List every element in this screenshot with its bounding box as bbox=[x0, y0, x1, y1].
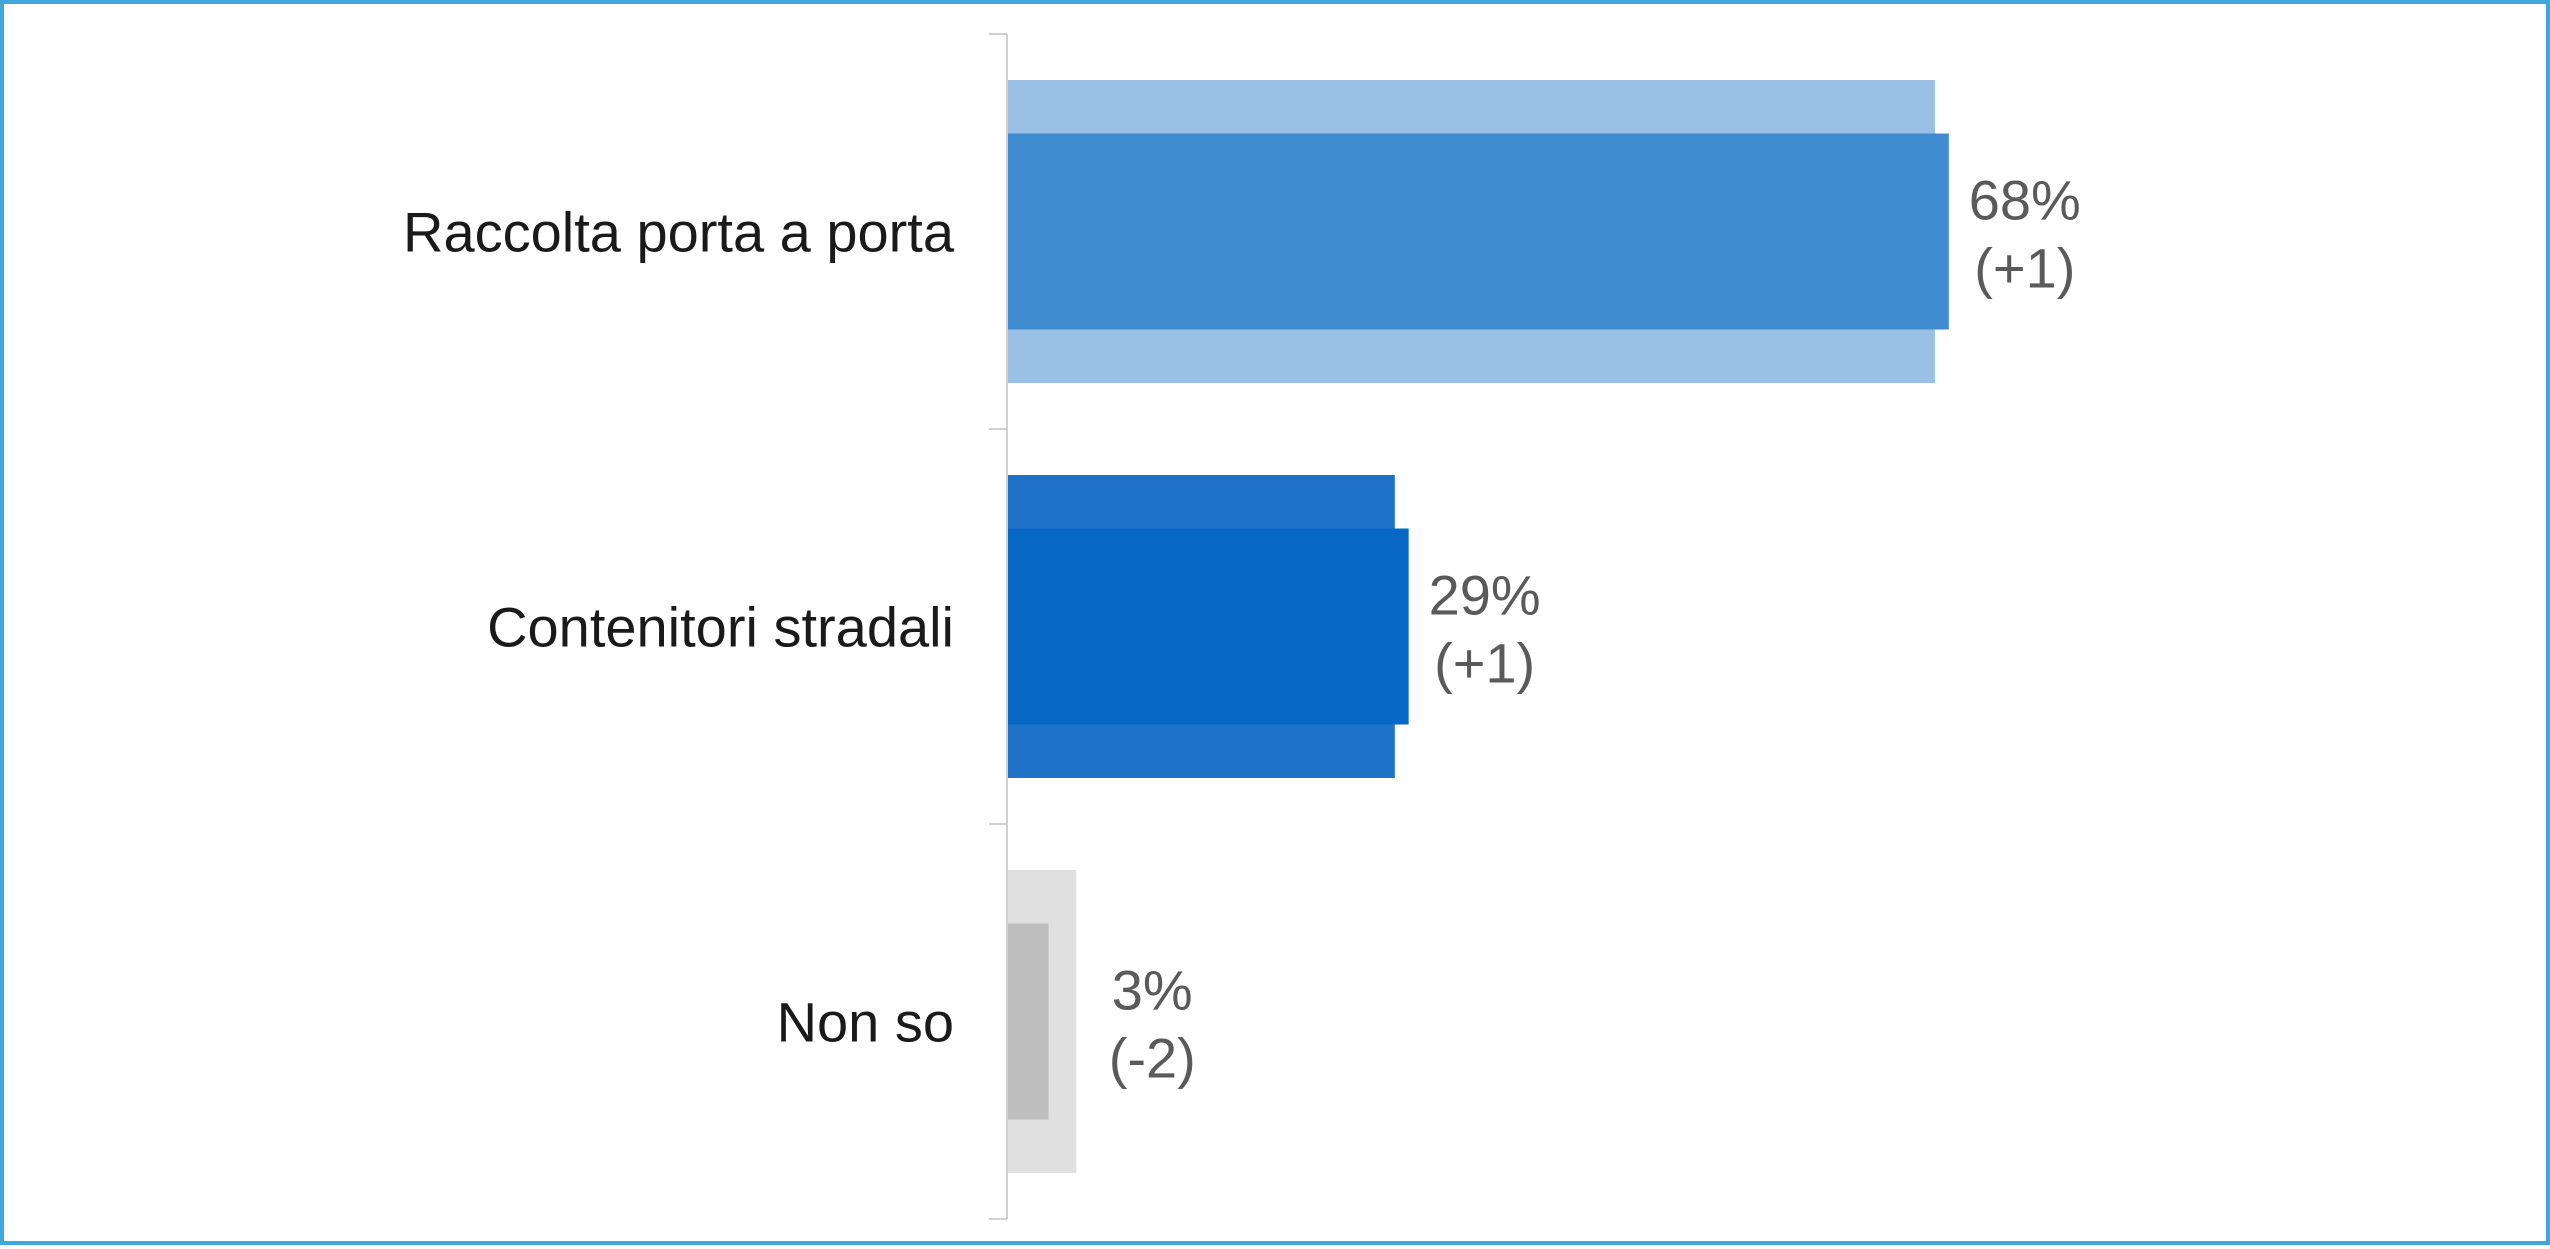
current-bar-cat-3 bbox=[1007, 924, 1049, 1120]
change-label-cat-2: (+1) bbox=[1434, 632, 1535, 695]
value-label-cat-2: 29% bbox=[1429, 564, 1541, 627]
current-bar-cat-1 bbox=[1007, 134, 1949, 330]
category-axis bbox=[989, 34, 1007, 1219]
value-label-cat-1: 68% bbox=[1969, 169, 2081, 232]
value-label-cat-3: 3% bbox=[1112, 959, 1193, 1022]
category-label-cat-3: Non so bbox=[777, 991, 954, 1054]
change-label-cat-1: (+1) bbox=[1974, 237, 2075, 300]
category-label-cat-1: Raccolta porta a porta bbox=[403, 201, 955, 264]
change-label-cat-3: (-2) bbox=[1109, 1027, 1196, 1090]
current-bar-cat-2 bbox=[1007, 529, 1409, 725]
bar-chart: Raccolta porta a porta68%(+1)Contenitori… bbox=[4, 4, 2550, 1249]
category-label-cat-2: Contenitori stradali bbox=[487, 596, 954, 659]
